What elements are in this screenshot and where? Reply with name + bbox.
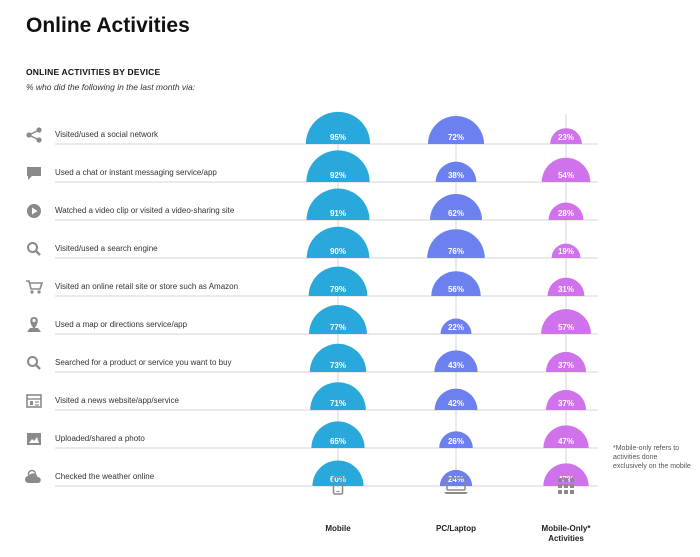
- row-label: Used a map or directions service/app: [55, 320, 188, 329]
- value-label: 72%: [448, 133, 464, 142]
- chart-subheading: % who did the following in the last mont…: [26, 82, 196, 92]
- row-label: Visited a news website/app/service: [55, 396, 179, 405]
- row-label: Visited an online retail site or store s…: [55, 282, 238, 291]
- row-label: Visited/used a social network: [55, 130, 159, 139]
- dome-pc-laptop: [434, 350, 478, 372]
- dome-mobile: [308, 266, 368, 296]
- dome-mobile: [311, 421, 365, 448]
- value-label: 56%: [448, 285, 464, 294]
- dome-mobile: [306, 150, 370, 182]
- column-label: Activities: [548, 534, 584, 543]
- dome-pc-laptop: [431, 271, 481, 296]
- grid-icon: [558, 478, 574, 494]
- dome-pc-laptop: [439, 431, 473, 448]
- column-label: PC/Laptop: [436, 524, 476, 533]
- laptop-icon: [444, 477, 468, 494]
- value-label: 73%: [330, 361, 346, 370]
- value-label: 26%: [448, 437, 464, 446]
- dome-mobile-only-activities: [550, 128, 582, 144]
- dome-pc-laptop: [435, 161, 477, 182]
- value-label: 31%: [558, 285, 574, 294]
- value-label: 90%: [330, 247, 346, 256]
- dome-mobile: [306, 188, 370, 220]
- value-label: 47%: [558, 437, 574, 446]
- value-label: 22%: [448, 323, 464, 332]
- value-label: 77%: [330, 323, 346, 332]
- column-label: Mobile-Only*: [542, 524, 592, 533]
- chart-heading: ONLINE ACTIVITIES BY DEVICE: [26, 67, 161, 77]
- value-label: 79%: [330, 285, 346, 294]
- dome-mobile: [310, 382, 366, 410]
- dome-pc-laptop: [427, 229, 485, 258]
- value-label: 23%: [558, 133, 574, 142]
- row-label: Used a chat or instant messaging service…: [55, 168, 217, 177]
- dome-mobile: [312, 460, 364, 486]
- dome-mobile-only-activities: [545, 351, 587, 372]
- photo-icon: [27, 433, 41, 445]
- dome-mobile-only-activities: [541, 309, 591, 334]
- value-label: 43%: [448, 361, 464, 370]
- column-label: Mobile: [325, 524, 351, 533]
- value-label: 37%: [558, 361, 574, 370]
- dome-pc-laptop: [430, 194, 482, 220]
- value-label: 91%: [330, 209, 346, 218]
- dome-pc-laptop: [427, 115, 485, 144]
- value-label: 24%: [448, 475, 464, 484]
- value-label: 92%: [330, 171, 346, 180]
- dome-mobile-only-activities: [541, 157, 591, 182]
- dome-mobile-only-activities: [543, 463, 589, 486]
- dome-mobile-only-activities: [543, 425, 589, 448]
- map-pin-icon: [27, 317, 41, 332]
- row-label: Checked the weather online: [55, 472, 155, 481]
- page-title: Online Activities: [26, 14, 190, 37]
- value-label: 57%: [558, 323, 574, 332]
- value-label: 76%: [448, 247, 464, 256]
- news-icon: [26, 394, 42, 408]
- search-icon: [27, 242, 41, 256]
- dome-mobile-only-activities: [547, 277, 585, 296]
- dome-pc-laptop: [434, 388, 478, 410]
- play-icon: [27, 204, 41, 218]
- dome-mobile-only-activities: [545, 389, 587, 410]
- dome-mobile: [309, 305, 367, 334]
- search-icon: [27, 356, 41, 370]
- row-label: Visited/used a search engine: [55, 244, 158, 253]
- dome-mobile: [305, 111, 371, 144]
- dome-mobile: [309, 343, 367, 372]
- weather-icon: [24, 469, 41, 483]
- value-label: 42%: [448, 399, 464, 408]
- row-label: Uploaded/shared a photo: [55, 434, 145, 443]
- share-icon: [26, 127, 42, 143]
- row-label: Searched for a product or service you wa…: [55, 358, 232, 367]
- dome-mobile-only-activities: [548, 202, 584, 220]
- smartphone-icon: [332, 476, 344, 495]
- value-label: 38%: [448, 171, 464, 180]
- dome-mobile-only-activities: [551, 243, 581, 258]
- row-label: Watched a video clip or visited a video-…: [55, 206, 235, 215]
- dome-mobile: [306, 226, 370, 258]
- dome-pc-laptop: [440, 318, 472, 334]
- cart-icon: [26, 280, 44, 294]
- value-label: 65%: [330, 437, 346, 446]
- footnote: *Mobile-only refers to activities done e…: [613, 445, 691, 470]
- value-label: 19%: [558, 247, 574, 256]
- value-label: 28%: [558, 209, 574, 218]
- value-label: 62%: [448, 209, 464, 218]
- chat-icon: [27, 167, 41, 180]
- value-label: 54%: [558, 171, 574, 180]
- value-label: 71%: [330, 399, 346, 408]
- value-label: 37%: [558, 399, 574, 408]
- value-label: 60%: [330, 475, 346, 484]
- value-label: 95%: [330, 133, 346, 142]
